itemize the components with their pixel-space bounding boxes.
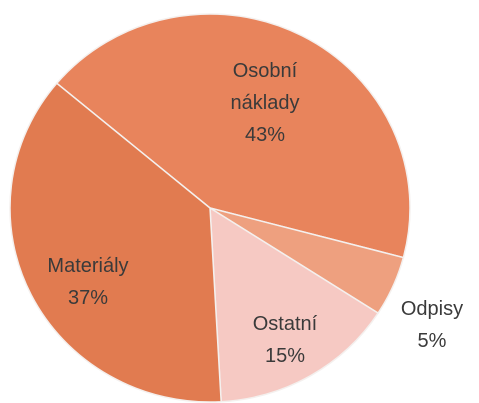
slice-label: Osobní náklady 43%	[210, 55, 320, 151]
pie-slice	[209, 206, 380, 403]
slice-label: Materiály 37%	[33, 250, 143, 314]
slice-label: Ostatní 15%	[230, 308, 340, 372]
pie-slice	[9, 82, 222, 403]
slice-label: Odpisy 5%	[377, 293, 479, 357]
category-label: Ostatní	[252, 313, 318, 335]
value-label: 43%	[244, 124, 286, 146]
category-label: Osobní náklady	[230, 60, 300, 114]
value-label: 15%	[264, 345, 306, 367]
value-label: 5%	[417, 330, 447, 352]
category-label: Odpisy	[400, 298, 464, 320]
pie-slice	[55, 13, 411, 259]
value-label: 37%	[67, 287, 109, 309]
category-label: Materiály	[47, 255, 129, 277]
